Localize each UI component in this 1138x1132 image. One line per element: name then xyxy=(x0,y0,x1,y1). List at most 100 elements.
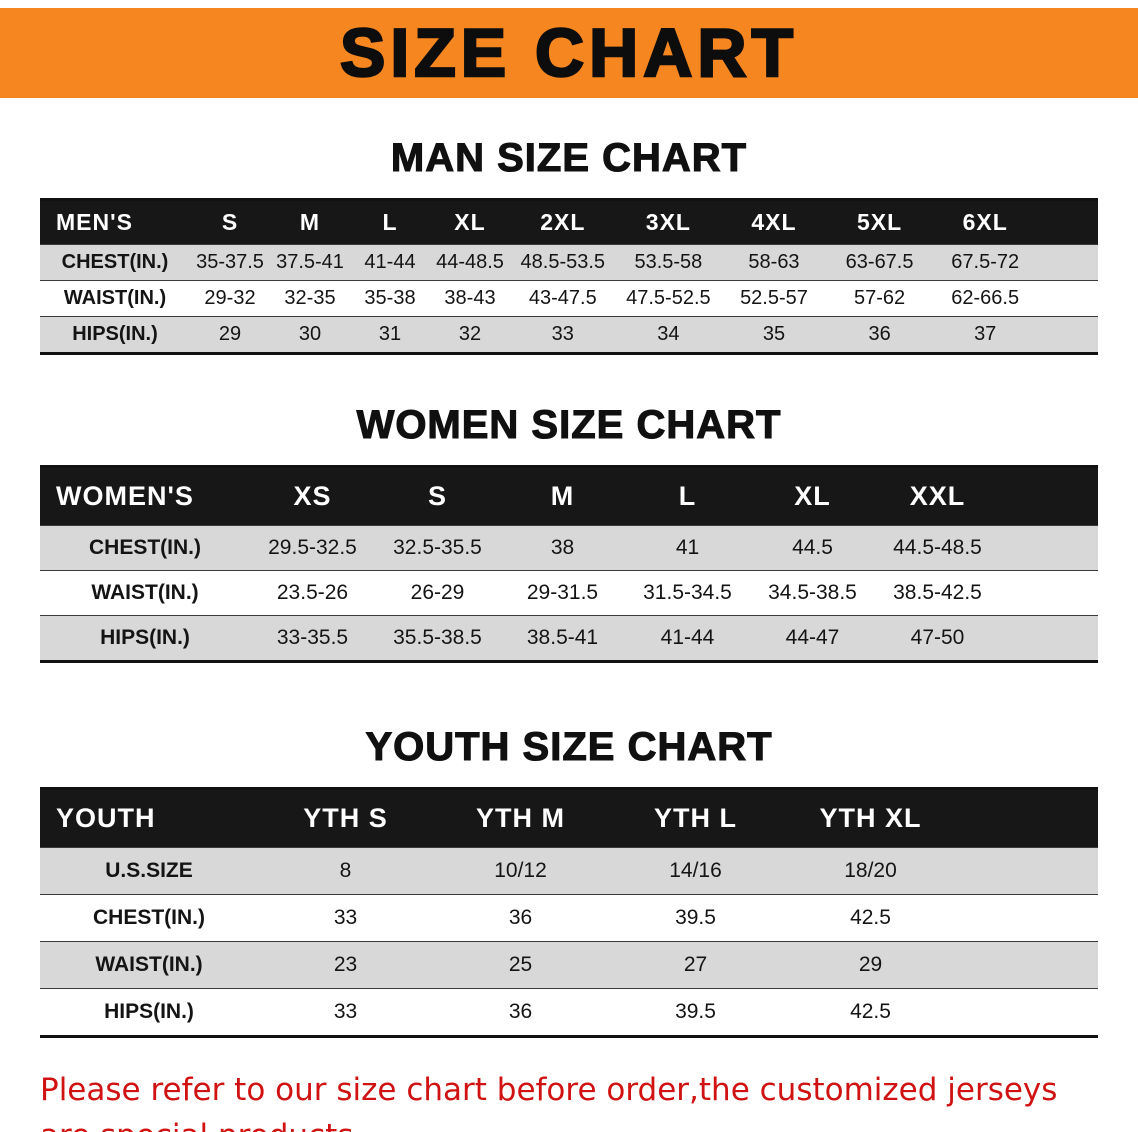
value-cell: 29 xyxy=(858,953,883,976)
value-cell: 25 xyxy=(508,953,533,976)
size-header-cell: M xyxy=(500,466,625,526)
value-cell: 47-50 xyxy=(910,626,965,649)
value-cell: 38.5-41 xyxy=(526,626,599,649)
value-cell: 35.5-38.5 xyxy=(393,626,482,649)
size-header-cell: XS xyxy=(250,466,375,526)
women-size-table: WOMEN'S XS S M L XL XXL CHEST(IN.) 29.5-32.5 32.5… xyxy=(40,465,1098,663)
value-cell: 32.5-35.5 xyxy=(393,536,482,559)
size-header-cell: 6XL xyxy=(932,199,1038,245)
table-row: WAIST(IN.) 29-32 32-35 35-38 38-43 43-47.5 47.… xyxy=(40,280,1098,317)
row-spacer-cell xyxy=(958,989,1098,1037)
value-cell: 48.5-53.5 xyxy=(520,251,606,273)
value-cell: 44-47 xyxy=(785,626,840,649)
table-header-row: MEN'S S M L XL 2XL 3XL 4XL 5XL 6XL xyxy=(40,199,1098,245)
women-section-heading: WOMEN SIZE CHART xyxy=(356,402,782,447)
row-label-cell: WAIST(IN.) xyxy=(63,287,167,309)
value-cell: 39.5 xyxy=(675,906,716,929)
size-header-cell: XL xyxy=(750,466,875,526)
row-label-cell: HIPS(IN.) xyxy=(100,626,190,649)
row-spacer-cell xyxy=(1000,526,1098,571)
youth-size-table: YOUTH YTH S YTH M YTH L YTH XL U.S.SIZE 8 10/12… xyxy=(40,787,1098,1038)
header-spacer-cell xyxy=(1038,199,1098,245)
size-header-cell: L xyxy=(350,199,430,245)
value-cell: 34 xyxy=(657,323,680,345)
value-cell: 32-35 xyxy=(284,287,336,309)
value-cell: 37.5-41 xyxy=(276,251,344,273)
value-cell: 36 xyxy=(508,1000,533,1023)
value-cell: 34.5-38.5 xyxy=(768,581,857,604)
value-cell: 36 xyxy=(868,323,891,345)
value-cell: 31 xyxy=(378,323,402,345)
value-cell: 33 xyxy=(333,906,358,929)
table-header-row: YOUTH YTH S YTH M YTH L YTH XL xyxy=(40,788,1098,848)
disclaimer-line-1: Please refer to our size chart before or… xyxy=(40,1072,1058,1132)
table-title-cell: YOUTH xyxy=(40,788,258,848)
size-header-cell: YTH L xyxy=(608,788,783,848)
size-header-cell: S xyxy=(375,466,500,526)
row-label-cell: HIPS(IN.) xyxy=(104,1000,194,1023)
value-cell: 63-67.5 xyxy=(845,251,914,273)
row-spacer-cell xyxy=(958,895,1098,942)
size-header-cell: 5XL xyxy=(826,199,933,245)
table-row: HIPS(IN.) 33 36 39.5 42.5 xyxy=(40,988,1098,1037)
banner: SIZE CHART xyxy=(0,8,1138,98)
page-title: SIZE CHART xyxy=(339,14,798,93)
header-spacer-cell xyxy=(1000,466,1098,526)
row-spacer-cell xyxy=(1000,616,1098,662)
value-cell: 47.5-52.5 xyxy=(626,287,711,309)
disclaimer: Please refer to our size chart before or… xyxy=(40,1068,1098,1132)
row-label-cell: CHEST(IN.) xyxy=(93,906,205,929)
value-cell: 43-47.5 xyxy=(528,287,597,309)
value-cell: 26-29 xyxy=(410,581,465,604)
value-cell: 42.5 xyxy=(850,1000,891,1023)
value-cell: 29-32 xyxy=(204,287,256,309)
value-cell: 35-38 xyxy=(364,287,416,309)
value-cell: 33 xyxy=(551,323,574,345)
table-row: CHEST(IN.) 29.5-32.5 32.5-35.5 38 41 44.5 44.5… xyxy=(40,525,1098,571)
table-title-cell: MEN'S xyxy=(40,199,190,245)
table-row: WAIST(IN.) 23 25 27 29 xyxy=(40,941,1098,989)
size-header-cell: XXL xyxy=(875,466,1000,526)
value-cell: 41-44 xyxy=(660,626,715,649)
size-header-cell: 4XL xyxy=(721,199,827,245)
men-section-heading: MAN SIZE CHART xyxy=(390,135,748,180)
size-header-cell: M xyxy=(270,199,350,245)
row-label-cell: CHEST(IN.) xyxy=(89,536,201,559)
row-label-cell: WAIST(IN.) xyxy=(91,581,199,604)
value-cell: 39.5 xyxy=(675,1000,716,1023)
row-spacer-cell xyxy=(1038,281,1098,317)
table-row: HIPS(IN.) 29 30 31 32 33 34 35 36 37 xyxy=(40,316,1098,354)
value-cell: 38-43 xyxy=(444,287,496,309)
row-spacer-cell xyxy=(958,848,1098,895)
value-cell: 44.5 xyxy=(792,536,833,559)
value-cell: 30 xyxy=(298,323,322,345)
row-spacer-cell xyxy=(1038,317,1098,354)
value-cell: 29-31.5 xyxy=(526,581,599,604)
row-label-cell: WAIST(IN.) xyxy=(95,953,203,976)
value-cell: 38 xyxy=(550,536,575,559)
section-women: WOMEN SIZE CHART WOMEN'S XS S M L XL XXL CHEST(… xyxy=(0,401,1138,663)
table-header-row: WOMEN'S XS S M L XL XXL xyxy=(40,466,1098,526)
value-cell: 32 xyxy=(458,323,482,345)
value-cell: 37 xyxy=(974,323,997,345)
size-header-cell: L xyxy=(625,466,750,526)
value-cell: 41 xyxy=(675,536,700,559)
table-row: CHEST(IN.) 35-37.5 37.5-41 41-44 44-48.5 48.5… xyxy=(40,244,1098,281)
value-cell: 31.5-34.5 xyxy=(643,581,732,604)
value-cell: 58-63 xyxy=(748,251,800,273)
value-cell: 53.5-58 xyxy=(634,251,703,273)
row-label-cell: U.S.SIZE xyxy=(105,859,193,882)
size-header-cell: XL xyxy=(430,199,510,245)
value-cell: 44-48.5 xyxy=(436,251,504,273)
size-header-cell: YTH S xyxy=(258,788,433,848)
table-title-cell: WOMEN'S xyxy=(40,466,250,526)
row-spacer-cell xyxy=(1038,245,1098,281)
value-cell: 33 xyxy=(333,1000,358,1023)
value-cell: 23 xyxy=(333,953,358,976)
size-header-cell: YTH M xyxy=(433,788,608,848)
size-header-cell: S xyxy=(190,199,270,245)
size-header-cell: 3XL xyxy=(615,199,722,245)
value-cell: 27 xyxy=(683,953,708,976)
value-cell: 14/16 xyxy=(669,859,722,882)
section-men: MAN SIZE CHART MEN'S S M L XL 2XL 3XL 4XL 5XL 6XL… xyxy=(0,134,1138,355)
